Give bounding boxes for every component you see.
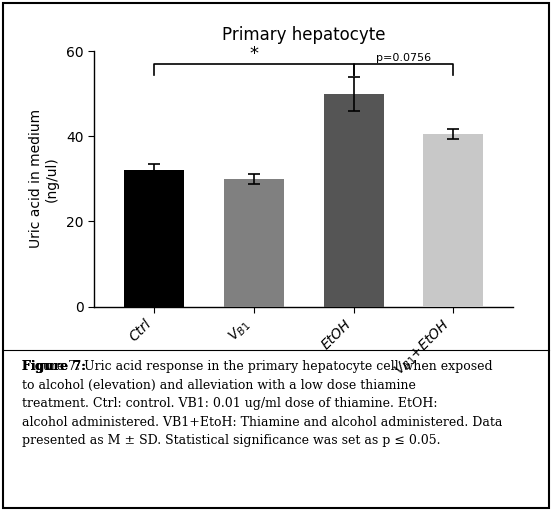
- Bar: [323, 94, 384, 307]
- Text: *: *: [249, 44, 258, 62]
- Title: Primary hepatocyte: Primary hepatocyte: [222, 26, 385, 44]
- Bar: [124, 170, 184, 307]
- Bar: [423, 134, 484, 307]
- Text: Figure 7:: Figure 7:: [22, 360, 86, 373]
- Y-axis label: Uric acid in medium
(ng/ul): Uric acid in medium (ng/ul): [29, 109, 59, 248]
- Text: p=0.0756: p=0.0756: [376, 53, 431, 62]
- Bar: [224, 179, 284, 307]
- Text: Figure 7:: Figure 7:: [22, 360, 86, 373]
- Text: Figure 7: Uric acid response in the primary hepatocyte cell when exposed
to alco: Figure 7: Uric acid response in the prim…: [22, 360, 502, 447]
